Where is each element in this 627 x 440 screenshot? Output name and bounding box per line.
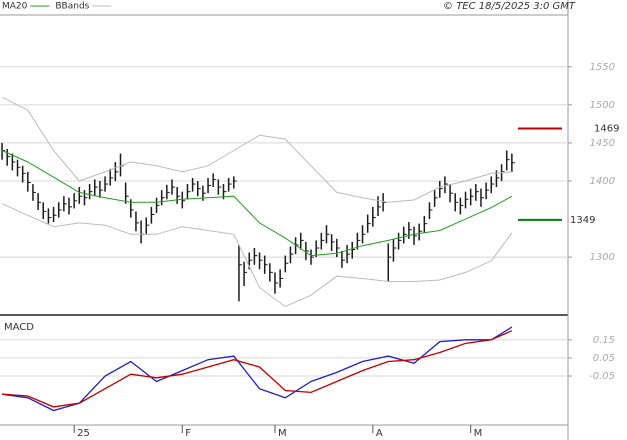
indicator-line [1, 203, 513, 308]
x-tick-label: M [474, 428, 483, 439]
macd-line [2, 330, 513, 408]
x-tick-label: A [376, 428, 383, 439]
indicator-line [1, 96, 512, 203]
x-tick-label: F [185, 428, 191, 439]
y-tick-label: 0.15 [593, 335, 615, 346]
y-tick-label: -0.05 [589, 371, 615, 382]
y-tick-label: 0.05 [593, 353, 615, 364]
macd-line [2, 326, 513, 412]
x-tick-label: M [278, 428, 287, 439]
copyright: © TEC 18/5/2025 3:0 GMT [443, 1, 576, 12]
y-tick-label: 1400 [590, 176, 615, 187]
panel-title: MACD [4, 322, 34, 333]
y-tick-label: 1550 [590, 62, 615, 73]
legend-label: MA20 [2, 2, 28, 12]
indicator-line [1, 150, 513, 257]
price-marker-label: 1469 [594, 123, 619, 134]
x-tick-label: 25 [77, 428, 90, 439]
y-tick-label: 1300 [590, 252, 615, 263]
legend-label: BBands [55, 2, 89, 12]
y-tick-label: 1450 [590, 138, 615, 149]
price-marker-label: 1349 [570, 215, 595, 226]
y-tick-label: 1500 [590, 100, 615, 111]
